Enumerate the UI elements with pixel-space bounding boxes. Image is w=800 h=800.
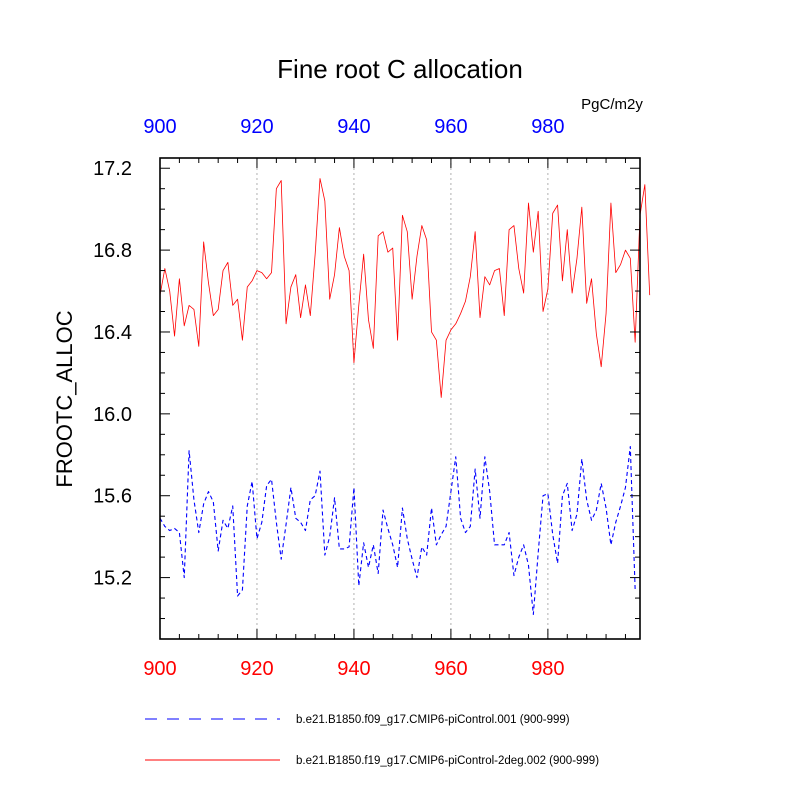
x-tick-label-top-980: 980 [531, 116, 564, 138]
legend: b.e21.B1850.f09_g17.CMIP6-piControl.001 … [145, 714, 599, 767]
x-tick-label-top-940: 940 [337, 116, 370, 138]
x-tick-label-bottom-900: 900 [143, 658, 176, 680]
y-tick-label-2: 16.0 [93, 404, 132, 426]
y-tick-label-4: 16.8 [93, 240, 132, 262]
legend-label-2: b.e21.B1850.f19_g17.CMIP6-piControl-2deg… [296, 755, 599, 767]
axes: 900 900 920 920 940 940 960 960 980 980 15.2 15.6 16… [93, 116, 640, 680]
y-tick-label-0: 15.2 [93, 568, 132, 590]
grid-lines [256, 158, 549, 639]
series-line-2 [159, 178, 651, 398]
y-tick-label-3: 16.4 [93, 322, 132, 344]
legend-label-1: b.e21.B1850.f09_g17.CMIP6-piControl.001 … [296, 714, 570, 726]
plot-series [159, 178, 651, 615]
plot-frame [159, 157, 641, 640]
units-label: PgC/m2y [581, 96, 643, 113]
x-tick-label-top-960: 960 [434, 116, 467, 138]
x-tick-label-top-900: 900 [143, 116, 176, 138]
series-line-1 [159, 446, 636, 615]
y-tick-label-1: 15.6 [93, 486, 132, 508]
x-tick-label-bottom-980: 980 [531, 658, 564, 680]
x-tick-label-bottom-940: 940 [337, 658, 370, 680]
y-axis-label: FROOTC_ALLOC [52, 310, 77, 487]
x-tick-label-bottom-920: 920 [240, 658, 273, 680]
x-tick-label-bottom-960: 960 [434, 658, 467, 680]
y-tick-label-5: 17.2 [93, 158, 132, 180]
x-tick-label-top-920: 920 [240, 116, 273, 138]
chart-title: Fine root C allocation [277, 54, 523, 84]
